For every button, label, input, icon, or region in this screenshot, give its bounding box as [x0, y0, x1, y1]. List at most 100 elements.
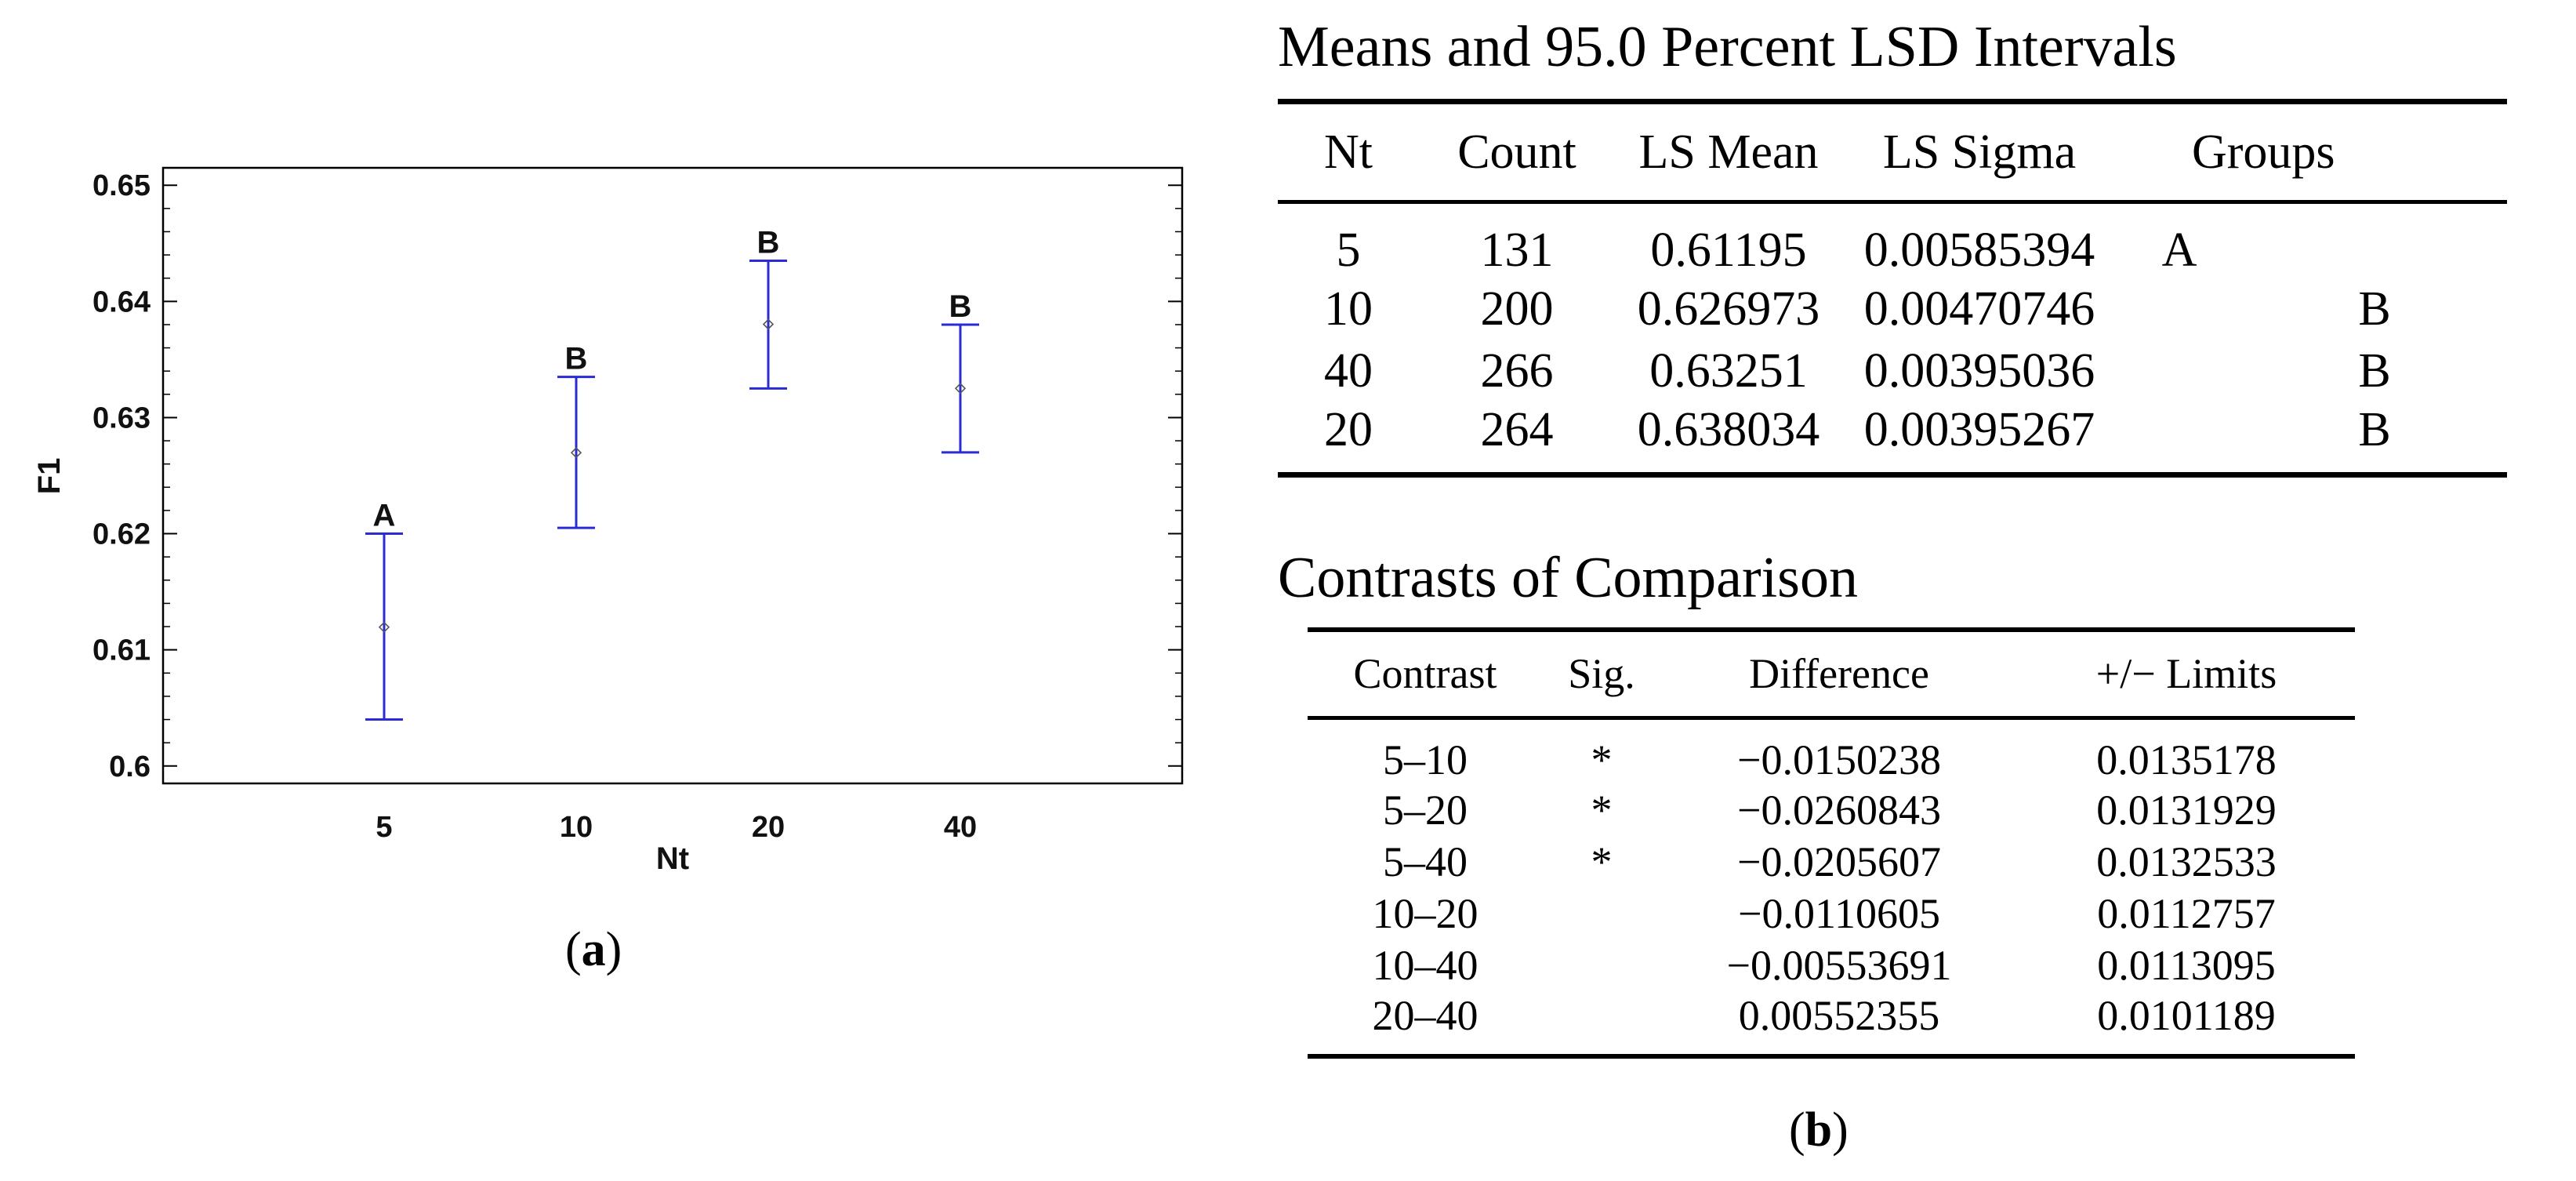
cell-difference: 0.00552355 — [1660, 990, 2018, 1059]
y-axis: 0.6 0.61 0.62 0.63 0.64 0.65 — [93, 169, 1182, 783]
cell-mean: 0.61195 — [1650, 223, 1807, 277]
table-row: 5 131 0.61195 0.00585394 A — [1278, 202, 2507, 279]
cell-limits: 0.0112757 — [2097, 889, 2276, 937]
table-row: 40 266 0.63251 0.00395036 B — [1278, 340, 2507, 402]
cell-sigma: 0.00395267 — [1842, 402, 2117, 478]
x-tick-label: 20 — [752, 811, 785, 844]
cell-sig — [1543, 888, 1660, 939]
table-row: 10 200 0.626973 0.00470746 B — [1278, 278, 2507, 340]
contrasts-table-header: Contrast Sig. Difference +/− Limits — [1308, 627, 2355, 720]
y-tick-label: 0.6 — [109, 750, 151, 783]
table-row: 5–40 * −0.0205607 0.0132533 — [1308, 836, 2355, 888]
cell-limits: 0.0135178 — [2096, 736, 2277, 783]
mean-marker — [954, 383, 967, 394]
table-row: 20–40 0.00552355 0.0101189 — [1308, 990, 2355, 1059]
y-tick-label: 0.63 — [93, 402, 151, 434]
group-label: A — [373, 499, 396, 533]
header-groups: Groups — [2117, 99, 2507, 204]
cell-sig: * — [1591, 838, 1613, 885]
table-row: 5–10 * −0.0150238 0.0135178 — [1308, 718, 2355, 784]
means-table-header: Nt Count LS Mean LS Sigma Groups — [1278, 99, 2507, 204]
header-sig: Sig. — [1543, 627, 1660, 720]
cell-difference: −0.0260843 — [1737, 786, 1941, 834]
means-table-title: Means and 95.0 Percent LSD Intervals — [1278, 15, 2177, 79]
cell-count: 200 — [1480, 282, 1554, 336]
cell-nt: 40 — [1324, 344, 1373, 398]
cell-difference: −0.00553691 — [1726, 941, 1952, 989]
cell-contrast: 10–40 — [1372, 941, 1478, 989]
mean-marker — [762, 318, 775, 330]
means-table: Nt Count LS Mean LS Sigma Groups 5 131 0… — [1278, 99, 2507, 478]
x-tick-label: 10 — [560, 811, 593, 844]
table-row: 20 264 0.638034 0.00395267 B — [1278, 402, 2507, 478]
plot-area — [161, 166, 1184, 785]
cell-contrast: 5–10 — [1383, 736, 1468, 783]
y-tick-label: 0.65 — [93, 169, 151, 202]
cell-nt: 10 — [1324, 282, 1373, 336]
cell-group-a — [2117, 340, 2242, 402]
mean-marker — [570, 447, 582, 459]
header-difference: Difference — [1660, 627, 2018, 720]
contrasts-table: Contrast Sig. Difference +/− Limits 5–10… — [1308, 627, 2355, 1059]
table-row: 10–40 −0.00553691 0.0113095 — [1308, 939, 2355, 991]
cell-contrast: 5–40 — [1383, 838, 1468, 885]
group-label: B — [949, 289, 972, 324]
cell-group-b — [2242, 202, 2507, 279]
y-tick-label: 0.62 — [93, 518, 151, 551]
group-label: B — [565, 342, 588, 376]
cell-mean: 0.626973 — [1637, 282, 1820, 336]
cell-sig — [1543, 990, 1660, 1059]
table-row: 5–20 * −0.0260843 0.0131929 — [1308, 784, 2355, 836]
cell-sigma: 0.00395036 — [1863, 344, 2095, 398]
header-nt: Nt — [1278, 99, 1419, 204]
cell-limits: 0.0113095 — [2097, 941, 2276, 989]
caption-a: (a) — [565, 923, 622, 976]
group-label: B — [757, 225, 780, 260]
cell-contrast: 20–40 — [1308, 990, 1543, 1059]
x-axis: 5 10 20 40 — [376, 811, 977, 844]
interval-series: A B B B — [365, 225, 979, 721]
x-axis-title: Nt — [656, 841, 689, 876]
y-tick-label: 0.64 — [93, 285, 151, 318]
cell-count: 266 — [1480, 344, 1554, 398]
caption-b: (b) — [1789, 1103, 1849, 1157]
cell-nt: 20 — [1278, 402, 1419, 478]
cell-sig: * — [1591, 736, 1613, 783]
header-contrast: Contrast — [1308, 627, 1543, 720]
mean-marker — [378, 621, 390, 633]
cell-nt: 5 — [1336, 223, 1361, 277]
cell-contrast: 5–20 — [1383, 786, 1468, 834]
x-tick-label: 40 — [944, 811, 977, 844]
cell-count: 264 — [1419, 402, 1615, 478]
header-ls-sigma: LS Sigma — [1842, 99, 2117, 204]
cell-sig: * — [1591, 786, 1613, 834]
cell-count: 131 — [1480, 223, 1554, 277]
cell-difference: −0.0205607 — [1737, 838, 1941, 885]
cell-difference: −0.0110605 — [1738, 889, 1940, 937]
x-tick-label: 5 — [376, 811, 392, 844]
cell-difference: −0.0150238 — [1737, 736, 1941, 783]
cell-group-a — [2117, 402, 2242, 478]
contrasts-table-title: Contrasts of Comparison — [1278, 546, 1858, 610]
cell-group-b: B — [2358, 282, 2391, 336]
header-count: Count — [1419, 99, 1615, 204]
cell-sig — [1543, 939, 1660, 991]
y-axis-title: F1 — [32, 458, 67, 495]
cell-limits: 0.0132533 — [2096, 838, 2277, 885]
header-ls-mean: LS Mean — [1615, 99, 1842, 204]
cell-mean: 0.638034 — [1615, 402, 1842, 478]
table-row: 10–20 −0.0110605 0.0112757 — [1308, 888, 2355, 939]
cell-group-a: A — [2161, 223, 2197, 277]
header-limits: +/− Limits — [2018, 627, 2355, 720]
y-tick-label: 0.61 — [93, 634, 151, 667]
cell-group-b: B — [2242, 402, 2507, 478]
cell-sigma: 0.00470746 — [1863, 282, 2095, 336]
cell-group-a — [2117, 278, 2242, 340]
cell-mean: 0.63251 — [1649, 344, 1808, 398]
cell-limits: 0.0131929 — [2096, 786, 2277, 834]
cell-group-b: B — [2358, 344, 2391, 398]
cell-sigma: 0.00585394 — [1863, 223, 2095, 277]
cell-limits: 0.0101189 — [2018, 990, 2355, 1059]
